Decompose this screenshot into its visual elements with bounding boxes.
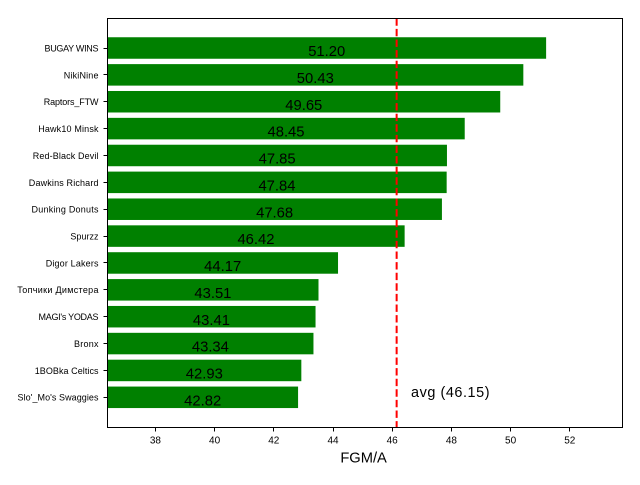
- svg-text:44.17: 44.17: [204, 259, 241, 275]
- svg-text:FGM/A: FGM/A: [340, 451, 387, 467]
- svg-text:47.68: 47.68: [256, 205, 293, 221]
- svg-text:Hawk10 Minsk: Hawk10 Minsk: [38, 124, 99, 134]
- svg-text:Bronx: Bronx: [74, 339, 99, 349]
- svg-text:42.93: 42.93: [186, 367, 223, 383]
- svg-text:Digor Lakers: Digor Lakers: [46, 258, 99, 268]
- svg-text:Red-Black Devil: Red-Black Devil: [33, 151, 99, 161]
- svg-text:52: 52: [564, 436, 576, 447]
- svg-text:50: 50: [505, 436, 517, 447]
- svg-text:Slo'_Mo's Swaggies: Slo'_Mo's Swaggies: [18, 393, 100, 403]
- svg-text:BUGAY WINS: BUGAY WINS: [45, 43, 99, 53]
- svg-text:48.45: 48.45: [267, 125, 304, 141]
- svg-text:Spurzz: Spurzz: [70, 231, 99, 241]
- svg-text:MAGI's YODAS: MAGI's YODAS: [39, 312, 99, 322]
- svg-text:43.34: 43.34: [192, 340, 229, 356]
- svg-text:42: 42: [268, 436, 280, 447]
- svg-text:Raptors_FTW: Raptors_FTW: [44, 97, 99, 107]
- svg-text:42.82: 42.82: [184, 393, 221, 409]
- svg-text:Топчики Димстера: Топчики Димстера: [17, 285, 98, 295]
- svg-text:47.85: 47.85: [259, 152, 296, 168]
- svg-text:Dunking Donuts: Dunking Donuts: [32, 205, 100, 215]
- svg-text:NikiNine: NikiNine: [64, 70, 99, 80]
- svg-text:40: 40: [209, 436, 221, 447]
- svg-text:38: 38: [150, 436, 162, 447]
- svg-text:avg (46.15): avg (46.15): [411, 385, 490, 401]
- svg-text:47.84: 47.84: [258, 178, 295, 194]
- svg-text:43.41: 43.41: [193, 313, 230, 329]
- svg-text:44: 44: [327, 436, 339, 447]
- svg-text:46.42: 46.42: [237, 232, 274, 248]
- svg-text:51.20: 51.20: [308, 44, 345, 60]
- svg-text:1BOBka Celtics: 1BOBka Celtics: [35, 366, 99, 376]
- svg-text:46: 46: [387, 436, 399, 447]
- svg-text:Dawkins Richard: Dawkins Richard: [29, 178, 99, 188]
- svg-text:49.65: 49.65: [285, 98, 322, 114]
- svg-text:43.51: 43.51: [194, 286, 231, 302]
- svg-text:50.43: 50.43: [297, 71, 334, 87]
- svg-text:48: 48: [446, 436, 458, 447]
